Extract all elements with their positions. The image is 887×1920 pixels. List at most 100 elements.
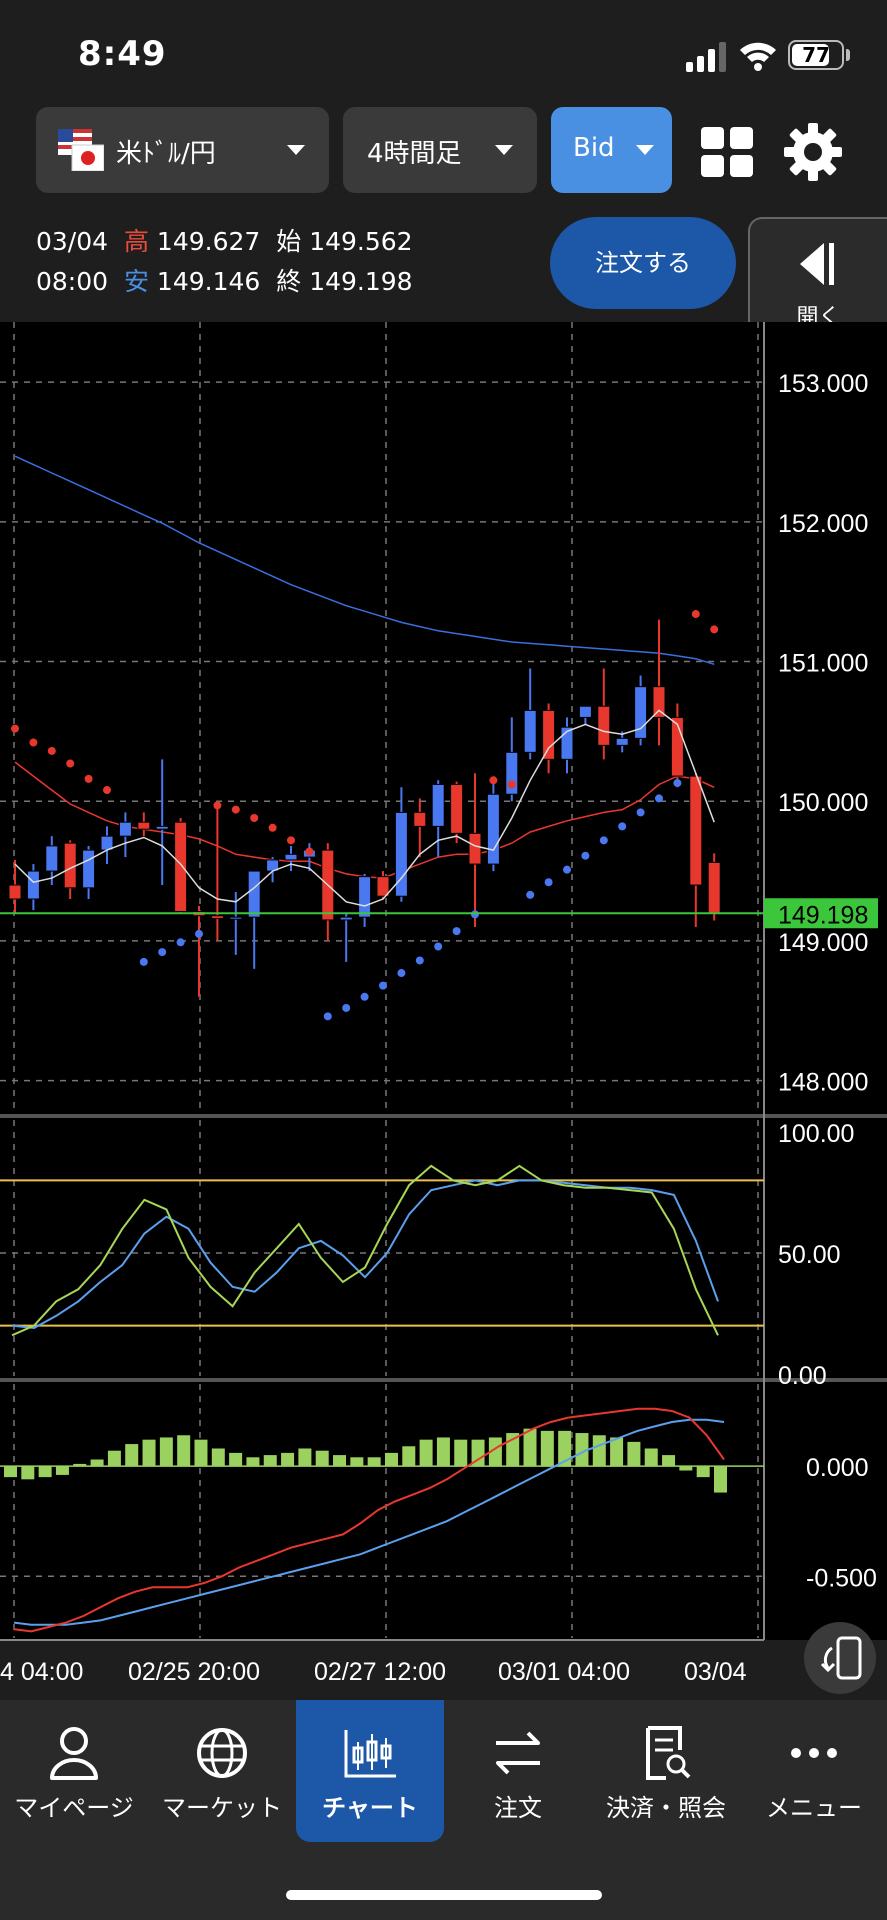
candle-body — [542, 709, 556, 760]
parabolic-sar-dot — [618, 822, 627, 831]
candle-body — [247, 870, 261, 918]
nav-label: メニュー — [766, 1794, 862, 1822]
macd-histogram-bar — [523, 1428, 537, 1467]
parabolic-sar-dot — [66, 759, 75, 768]
layout-grid-icon[interactable] — [701, 127, 753, 177]
parabolic-sar-dot — [710, 625, 719, 634]
candle-body — [45, 845, 59, 872]
parabolic-sar-dot — [305, 847, 314, 856]
globe-icon — [197, 1728, 247, 1778]
macd-histogram-bar — [540, 1430, 554, 1467]
currency-pair-select[interactable]: 米ﾄﾞﾙ/円 — [36, 107, 329, 193]
macd-histogram-bar — [662, 1455, 676, 1467]
macd-histogram-bar — [159, 1437, 173, 1467]
panel-separator — [0, 1114, 887, 1118]
low-label: 安 — [123, 267, 149, 296]
macd-histogram-bar — [263, 1455, 277, 1467]
nav-settlement[interactable]: 決済・照会 — [592, 1700, 740, 1840]
candle-body — [26, 870, 40, 900]
current-price-tag — [764, 898, 878, 929]
stochastic-axis-label: 0.00 — [778, 1362, 827, 1390]
gear-icon[interactable] — [783, 122, 843, 182]
macd-axis-label: -0.500 — [806, 1564, 877, 1592]
candle-body — [137, 821, 151, 830]
macd-histogram-bar — [246, 1457, 260, 1467]
nav-order[interactable]: 注文 — [444, 1700, 592, 1840]
candle-body — [82, 849, 96, 889]
current-price-label: 149.198 — [778, 901, 868, 929]
parabolic-sar-dot — [599, 836, 608, 845]
macd-histogram-bar — [281, 1452, 295, 1467]
parabolic-sar-dot — [268, 823, 277, 832]
candle-body — [155, 825, 169, 830]
parabolic-sar-dot — [581, 851, 590, 860]
parabolic-sar-dot — [11, 724, 19, 733]
nav-chart[interactable]: チャート — [296, 1700, 444, 1842]
macd-histogram-bar — [592, 1435, 606, 1467]
wifi-icon — [740, 42, 776, 71]
nav-market[interactable]: マーケット — [148, 1700, 296, 1840]
open-label: 始 — [276, 227, 302, 256]
close-label: 終 — [276, 267, 302, 296]
candlestick-chart-icon — [344, 1730, 396, 1778]
macd-histogram-bar — [714, 1466, 727, 1493]
price-axis-label: 152.000 — [778, 510, 868, 538]
stochastic-k-line — [11, 1164, 719, 1337]
parabolic-sar-dot — [195, 929, 203, 938]
chevron-down-icon — [287, 145, 305, 155]
candle-date: 03/04 — [36, 227, 109, 256]
moving-average-short — [14, 709, 715, 907]
candle-body — [578, 705, 592, 718]
macd-histogram-bar — [384, 1452, 398, 1467]
macd-histogram-bar — [21, 1466, 35, 1480]
parabolic-sar-dot — [507, 780, 516, 789]
close-value: 149.198 — [309, 267, 413, 296]
parabolic-sar-dot — [489, 776, 498, 785]
panel-separator — [0, 1378, 887, 1382]
more-dots-icon — [791, 1748, 837, 1758]
macd-histogram-bar — [436, 1437, 450, 1467]
rotate-screen-button[interactable] — [804, 1622, 876, 1694]
macd-histogram-bar — [644, 1448, 658, 1467]
macd-histogram-bar — [627, 1441, 641, 1467]
timeframe-select[interactable]: 4時間足 — [343, 107, 537, 193]
status-time: 8:49 — [78, 34, 167, 74]
parabolic-sar-dot — [360, 992, 369, 1001]
candle-body — [63, 842, 77, 889]
time-axis-label: 03/01 04:00 — [498, 1658, 630, 1686]
chevron-down-icon — [636, 145, 654, 155]
parabolic-sar-dot — [231, 805, 240, 814]
ohlc-row-2: 08:00 安 149.146 終 149.198 — [36, 262, 413, 302]
stochastic-axis-label: 50.00 — [778, 1241, 841, 1269]
price-chart[interactable]: 153.000 152.000 151.000 150.000 149.000 148.0… — [0, 322, 887, 1700]
macd-histogram-bar — [211, 1448, 225, 1467]
nav-menu[interactable]: メニュー — [740, 1700, 887, 1840]
macd-histogram-bar — [194, 1439, 208, 1467]
candle-body — [339, 916, 353, 921]
price-axis-label: 151.000 — [778, 650, 868, 678]
parabolic-sar-dot — [342, 1003, 351, 1012]
battery-icon: 77 — [788, 40, 844, 70]
candle-body — [284, 853, 298, 861]
candle-body — [689, 775, 703, 886]
time-axis-label: 4 04:00 — [0, 1658, 83, 1686]
high-label: 高 — [123, 227, 149, 256]
macd-histogram-bar — [350, 1457, 364, 1467]
rotate-phone-icon — [820, 1636, 862, 1680]
battery-percent: 77 — [802, 43, 830, 67]
macd-histogram-bar — [696, 1466, 710, 1478]
price-type-select[interactable]: Bid — [551, 107, 672, 193]
nav-mypage[interactable]: マイページ — [0, 1700, 148, 1840]
parabolic-sar-dot — [103, 786, 111, 795]
parabolic-sar-dot — [287, 836, 295, 845]
macd-histogram-bar — [107, 1450, 121, 1467]
macd-histogram-bar — [367, 1457, 381, 1467]
macd-line — [13, 1407, 725, 1633]
macd-histogram-bar — [298, 1448, 312, 1467]
place-order-button[interactable]: 注文する — [550, 217, 736, 309]
parabolic-sar-dot — [526, 890, 535, 899]
candle-body — [210, 915, 224, 920]
parabolic-sar-dot — [544, 878, 553, 887]
parabolic-sar-dot — [84, 774, 93, 783]
timeframe-label: 4時間足 — [367, 139, 462, 169]
